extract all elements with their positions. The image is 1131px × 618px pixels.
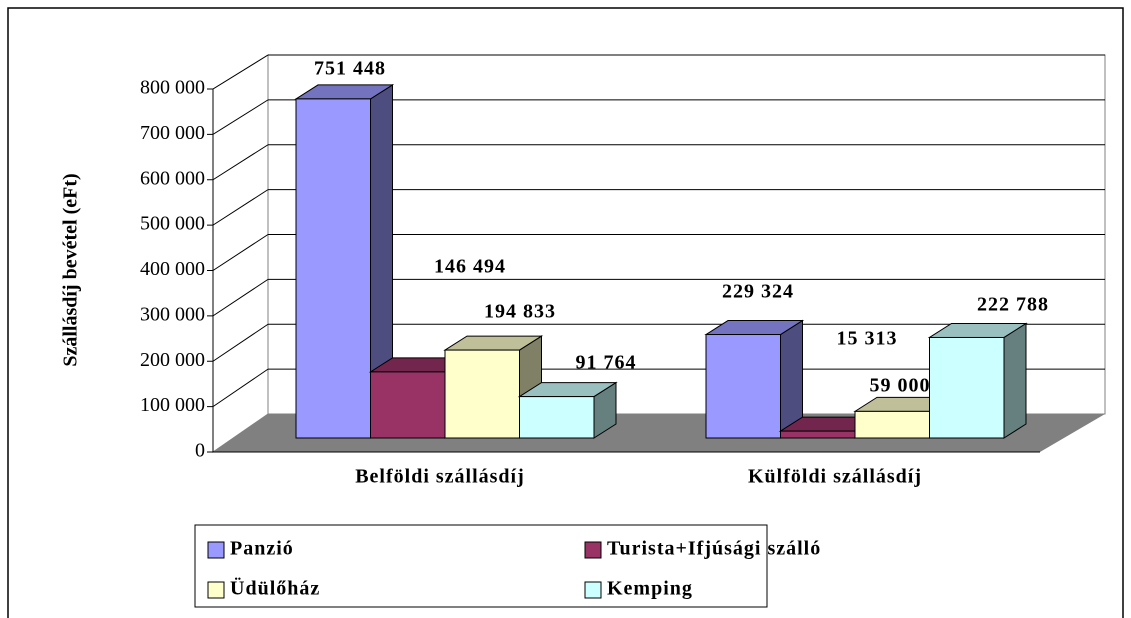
bar-side (1003, 322, 1027, 439)
x-tick-label: Külföldi szállásdíj (748, 466, 922, 488)
y-tick-label: 700 000 (140, 122, 205, 144)
frame (7, 7, 1124, 618)
bar (929, 336, 1005, 439)
grid-line (212, 144, 269, 181)
grid-line (212, 323, 269, 362)
y-tick-label: 800 000 (140, 77, 205, 99)
bar (519, 396, 595, 439)
y-axis-label: Szállásdíj bevétel (eFt) (60, 173, 82, 366)
value-label: 146 494 (434, 256, 506, 278)
y-tick-label: 300 000 (140, 303, 205, 325)
x-tick-label: Belföldi szállásdíj (355, 466, 525, 488)
y-tick-label: 100 000 (140, 394, 205, 416)
value-label: 59 000 (870, 375, 931, 397)
bar (854, 410, 930, 439)
bar (780, 430, 856, 439)
y-tick-label: 200 000 (140, 349, 205, 371)
y-tick-label: 500 000 (140, 213, 205, 235)
legend-swatch (207, 541, 225, 559)
y-tick-label: 0 (195, 440, 205, 462)
legend-swatch (207, 581, 225, 599)
bar (705, 334, 781, 439)
legend-label: Kemping (607, 578, 693, 600)
legend (194, 524, 768, 608)
bar (444, 349, 520, 439)
y-tick-label: 600 000 (140, 167, 205, 189)
grid-line (212, 234, 269, 271)
legend-swatch (584, 581, 602, 599)
value-label: 751 448 (314, 58, 386, 80)
side-wall (212, 54, 269, 453)
grid-line (212, 368, 269, 408)
grid-line (212, 99, 269, 135)
grid-line (212, 189, 269, 226)
legend-label: Üdülőház (230, 577, 320, 600)
legend-label: Turista+Ifjúsági szálló (607, 538, 821, 560)
bar (295, 98, 371, 439)
bar (370, 371, 446, 439)
value-label: 222 788 (977, 294, 1049, 316)
y-tick-label: 400 000 (140, 258, 205, 280)
value-label: 194 833 (484, 301, 556, 323)
value-label: 229 324 (722, 281, 794, 303)
grid-line (212, 278, 269, 317)
legend-label: Panzió (230, 538, 294, 560)
grid-line (212, 54, 269, 90)
legend-swatch (584, 541, 602, 559)
value-label: 91 764 (576, 352, 637, 374)
value-label: 15 313 (837, 328, 898, 350)
